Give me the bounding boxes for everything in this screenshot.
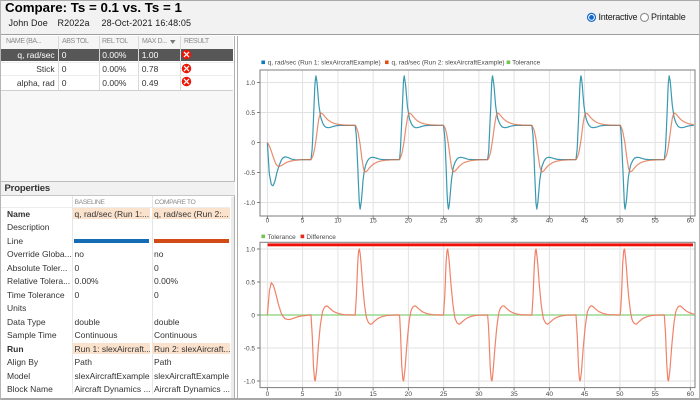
svg-text:20: 20 [405,391,413,398]
svg-text:-1.0: -1.0 [244,379,256,386]
svg-text:5: 5 [301,218,305,225]
svg-text:0.5: 0.5 [246,280,255,287]
svg-text:10: 10 [334,391,342,398]
svg-text:Tolerance: Tolerance [268,234,297,241]
svg-text:40: 40 [546,391,554,398]
svg-text:q, rad/sec (Run 2: slexAircraf: q, rad/sec (Run 2: slexAircraftExample) [392,60,505,67]
svg-text:30: 30 [475,218,483,225]
svg-text:5: 5 [301,391,305,398]
svg-text:q, rad/sec (Run 1: slexAircraf: q, rad/sec (Run 1: slexAircraftExample) [268,60,381,67]
svg-text:60: 60 [687,391,695,398]
svg-text:1.0: 1.0 [246,247,255,254]
svg-text:-0.5: -0.5 [244,346,256,353]
svg-text:25: 25 [440,218,448,225]
svg-text:25: 25 [440,391,448,398]
svg-text:-1.0: -1.0 [244,200,256,207]
svg-text:0: 0 [266,218,270,225]
svg-text:35: 35 [510,218,518,225]
svg-text:60: 60 [687,218,695,225]
svg-text:10: 10 [334,218,342,225]
svg-text:40: 40 [546,218,554,225]
svg-text:35: 35 [510,391,518,398]
svg-text:15: 15 [369,391,377,398]
svg-text:0: 0 [266,391,270,398]
svg-text:30: 30 [475,391,483,398]
svg-text:55: 55 [651,218,659,225]
svg-text:55: 55 [651,391,659,398]
svg-text:15: 15 [369,218,377,225]
svg-text:0.5: 0.5 [246,110,255,117]
svg-text:0: 0 [251,313,255,320]
svg-text:45: 45 [581,218,589,225]
svg-text:1.0: 1.0 [246,80,255,87]
svg-text:20: 20 [405,218,413,225]
svg-text:50: 50 [616,391,624,398]
svg-text:Difference: Difference [306,234,336,241]
svg-text:45: 45 [581,391,589,398]
svg-text:-0.5: -0.5 [244,170,256,177]
svg-text:0: 0 [251,140,255,147]
svg-text:Tolerance: Tolerance [512,60,541,67]
svg-text:50: 50 [616,218,624,225]
